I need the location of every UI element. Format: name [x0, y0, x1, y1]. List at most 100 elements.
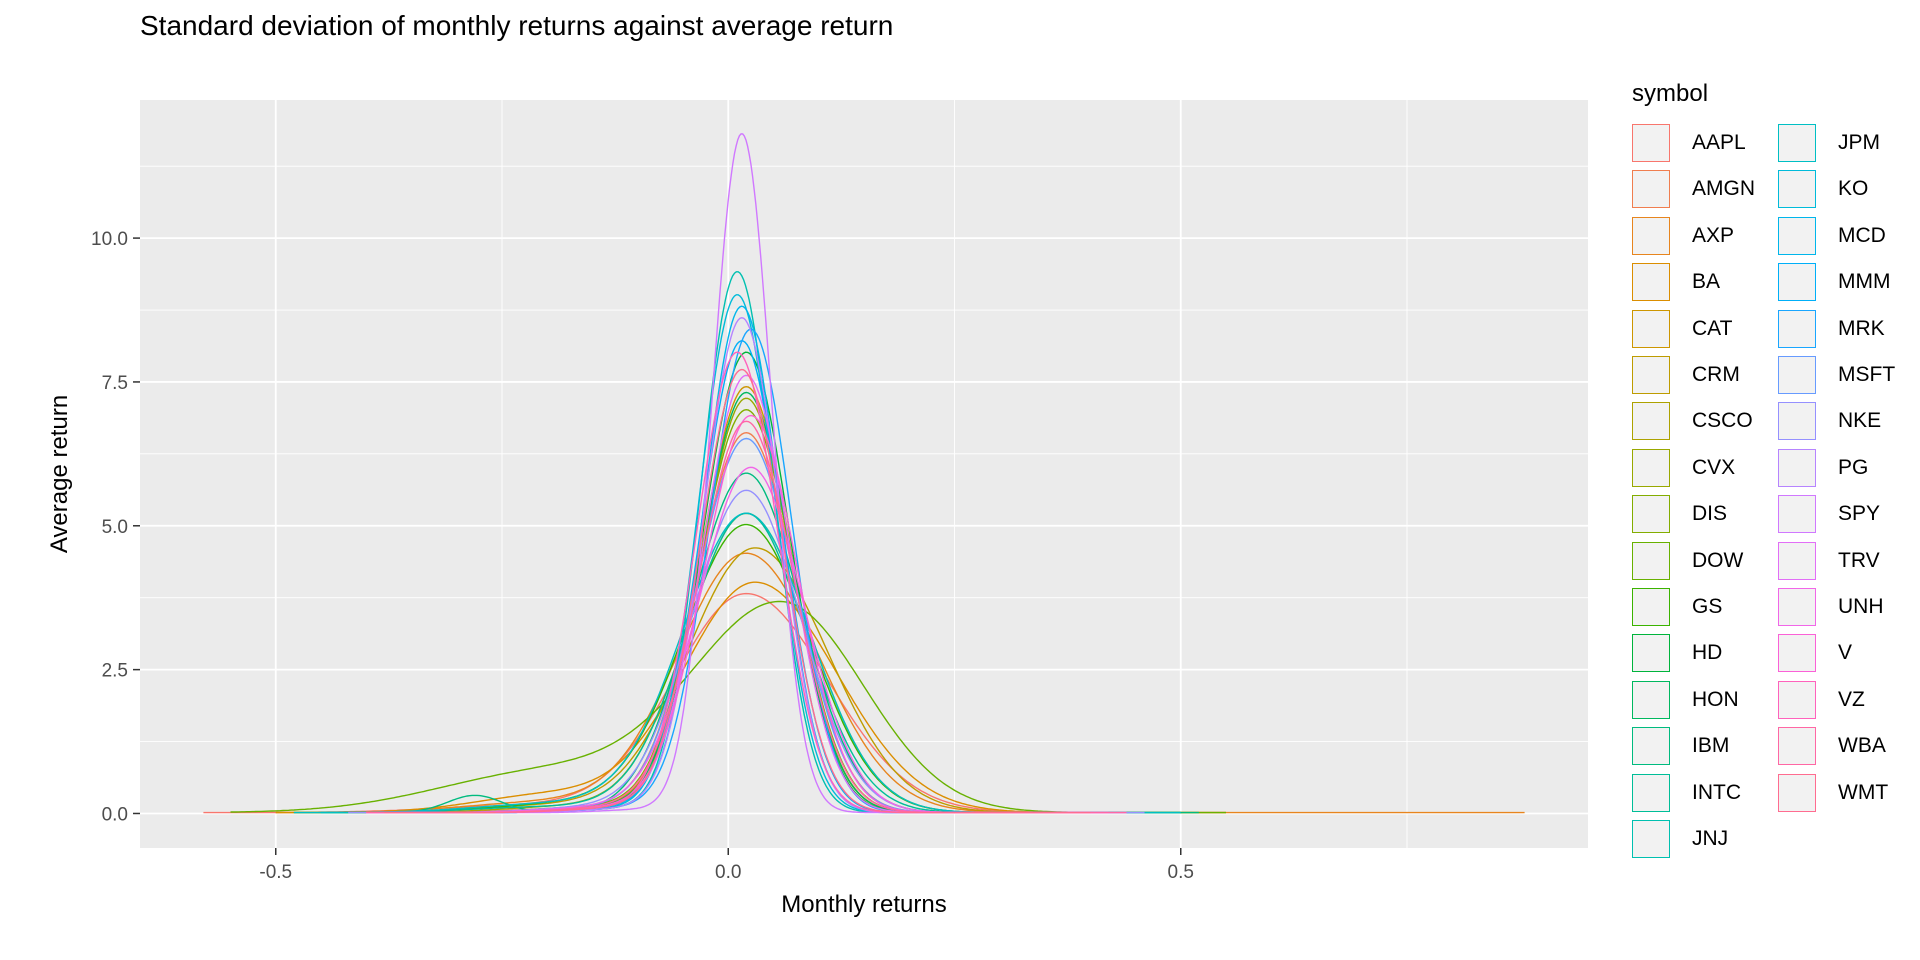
legend-key-swatch [1778, 309, 1816, 348]
legend-key-swatch [1632, 820, 1670, 858]
legend-item-aapl: AAPL [1632, 120, 1772, 166]
legend-item-mmm: MMM [1778, 259, 1918, 305]
legend-label: WBA [1838, 734, 1886, 758]
legend-item-intc: INTC [1632, 770, 1772, 816]
legend-item-axp: AXP [1632, 213, 1772, 259]
legend-label: SPY [1838, 502, 1881, 526]
legend-item-crm: CRM [1632, 352, 1772, 398]
legend-key-swatch [1778, 773, 1816, 812]
legend-key-swatch [1778, 124, 1816, 162]
legend-label: CVX [1692, 455, 1736, 479]
legend-item-jnj: JNJ [1632, 816, 1772, 862]
x-tick-label: 0.0 [715, 862, 741, 883]
legend-key-swatch [1632, 309, 1670, 348]
legend-key-swatch [1632, 634, 1670, 673]
legend-item-wba: WBA [1778, 723, 1918, 769]
legend-key-swatch [1778, 680, 1816, 719]
legend-item-csco: CSCO [1632, 398, 1772, 444]
legend-key-swatch [1632, 216, 1670, 255]
legend-item-dow: DOW [1632, 538, 1772, 584]
legend-label: TRV [1838, 548, 1880, 572]
legend-label: CRM [1692, 363, 1740, 386]
legend-label: MSFT [1838, 363, 1896, 386]
legend-key-swatch [1632, 680, 1670, 719]
y-tick-label: 5.0 [102, 517, 128, 538]
legend-label: JPM [1838, 131, 1880, 154]
legend-key-swatch [1778, 448, 1816, 487]
legend-item-hd: HD [1632, 630, 1772, 676]
legend-key-swatch [1632, 402, 1670, 441]
legend-label: V [1838, 641, 1853, 665]
minor-gridlines [140, 100, 1588, 848]
legend-item-hon: HON [1632, 677, 1772, 723]
x-axis-title: Monthly returns [781, 891, 946, 918]
legend-label: KO [1838, 177, 1869, 201]
legend-label: MRK [1838, 316, 1885, 340]
legend-key-swatch [1632, 495, 1670, 534]
legend-key-swatch [1778, 495, 1816, 534]
legend-key-swatch [1632, 170, 1670, 209]
legend-item-trv: TRV [1778, 538, 1918, 584]
legend-label: AXP [1692, 223, 1735, 247]
legend-key-swatch [1778, 356, 1816, 394]
legend-key-swatch [1778, 263, 1816, 302]
legend-key-swatch [1778, 216, 1816, 255]
legend-key-swatch [1778, 402, 1816, 441]
legend-label: UNH [1838, 595, 1884, 618]
legend-key-swatch [1632, 448, 1670, 487]
legend-key-swatch [1632, 263, 1670, 302]
legend-label: DOW [1692, 548, 1744, 572]
y-tick-label: 7.5 [102, 373, 128, 394]
legend-label: WMT [1838, 780, 1889, 804]
legend-item-spy: SPY [1778, 491, 1918, 537]
legend-label: GS [1692, 595, 1723, 618]
legend-item-jpm: JPM [1778, 120, 1918, 166]
legend-key-swatch [1778, 541, 1816, 580]
plot-panel [140, 100, 1588, 848]
legend-key-swatch [1778, 634, 1816, 673]
legend-key-swatch [1632, 541, 1670, 580]
legend-label: INTC [1692, 780, 1741, 804]
legend-label: NKE [1838, 409, 1882, 433]
legend-label: DIS [1692, 502, 1728, 526]
legend-item-pg: PG [1778, 445, 1918, 491]
legend-item-msft: MSFT [1778, 352, 1918, 398]
legend: symbol AAPL AMGN AXP BA CAT CRM CSCO CVX DIS DOW G… [1632, 80, 1912, 880]
legend-item-gs: GS [1632, 584, 1772, 630]
legend-label: MCD [1838, 223, 1886, 247]
legend-item-unh: UNH [1778, 584, 1918, 630]
tick-labels: -0.5 0.0 0.5 0.0 2.5 5.0 7.5 10.0 [91, 229, 1194, 883]
y-tick-label: 0.0 [102, 804, 128, 825]
legend-item-ba: BA [1632, 259, 1772, 305]
legend-item-vz: VZ [1778, 677, 1918, 723]
legend-label: CAT [1692, 316, 1733, 340]
legend-item-amgn: AMGN [1632, 166, 1772, 212]
legend-label: VZ [1838, 687, 1865, 711]
legend-item-nke: NKE [1778, 398, 1918, 444]
x-tick-label: -0.5 [259, 862, 292, 883]
legend-key-swatch [1778, 588, 1816, 626]
y-tick-label: 2.5 [102, 661, 128, 682]
legend-title: symbol [1632, 80, 1709, 107]
major-gridlines [140, 100, 1588, 848]
legend-label: HD [1692, 641, 1723, 665]
legend-item-v: V [1778, 630, 1918, 676]
density-curve-wmt [384, 368, 1091, 814]
legend-item-cat: CAT [1632, 306, 1772, 352]
legend-label: CSCO [1692, 409, 1753, 433]
legend-item-mrk: MRK [1778, 306, 1918, 352]
legend-label: JNJ [1692, 827, 1729, 850]
legend-label: HON [1692, 687, 1739, 711]
legend-label: PG [1838, 455, 1869, 479]
y-tick-label: 10.0 [91, 229, 128, 250]
density-curves [203, 133, 1525, 814]
legend-key-swatch [1632, 124, 1670, 162]
x-tick-label: 0.5 [1168, 862, 1194, 883]
legend-item-ibm: IBM [1632, 723, 1772, 769]
legend-item-dis: DIS [1632, 491, 1772, 537]
legend-key-swatch [1632, 356, 1670, 394]
y-axis-title: Average return [46, 395, 73, 553]
legend-item-wmt: WMT [1778, 770, 1918, 816]
legend-key-swatch [1778, 727, 1816, 766]
